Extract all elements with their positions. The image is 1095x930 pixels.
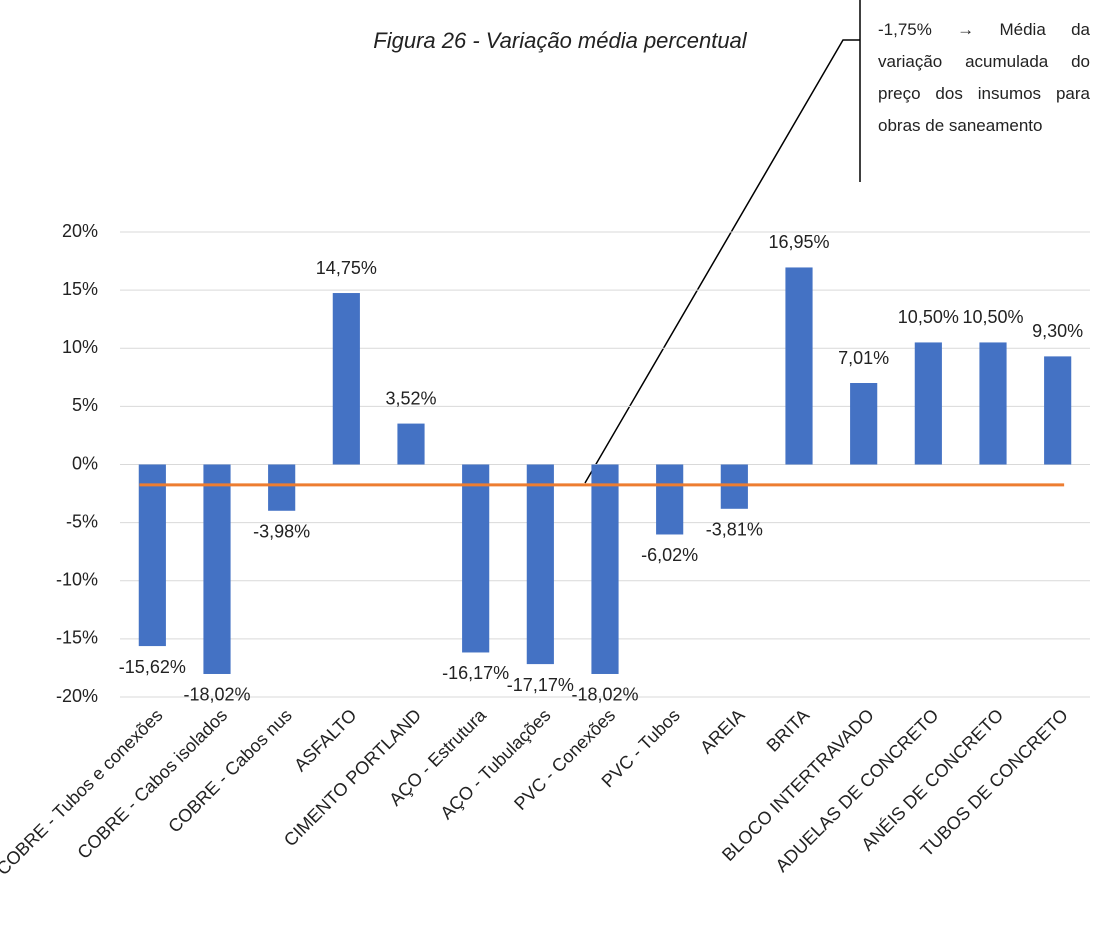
data-label: -18,02% [571, 685, 638, 705]
bar [526, 464, 554, 665]
bar [397, 423, 425, 465]
bar [591, 464, 619, 674]
y-tick-label: -5% [66, 511, 98, 531]
x-tick-label: BRITA [763, 705, 814, 756]
data-label: -16,17% [442, 663, 509, 683]
annotation: -1,75% → Média da variação acumulada do … [878, 20, 1090, 135]
y-tick-label: -10% [56, 570, 98, 590]
annotation-leader [584, 39, 860, 484]
bar [138, 464, 166, 647]
bar [979, 342, 1007, 465]
y-tick-label: 10% [62, 337, 98, 357]
bar [850, 383, 878, 465]
data-label: 10,50% [898, 307, 959, 327]
x-tick-label: AÇO - Tubulações [436, 705, 554, 823]
bar [268, 464, 296, 511]
bar [914, 342, 942, 465]
y-tick-label: 15% [62, 279, 98, 299]
annotation-box: -1,75% → Média da variação acumulada do … [878, 20, 1090, 135]
data-label: 9,30% [1032, 321, 1083, 341]
data-label: 14,75% [316, 258, 377, 278]
data-label: -17,17% [507, 675, 574, 695]
data-label: 16,95% [768, 232, 829, 252]
bar [1044, 356, 1072, 465]
data-label: -15,62% [119, 657, 186, 677]
x-tick-label: COBRE - Cabos nus [164, 705, 296, 837]
y-tick-label: -20% [56, 686, 98, 706]
data-label: -6,02% [641, 545, 698, 565]
bar [203, 464, 231, 674]
data-label: -3,98% [253, 522, 310, 542]
bar [462, 464, 490, 653]
bar [720, 464, 748, 509]
chart-title: Figura 26 - Variação média percentual [373, 28, 748, 53]
data-label: -18,02% [183, 685, 250, 705]
y-tick-label: 0% [72, 453, 98, 473]
bar [656, 464, 684, 535]
data-label: 3,52% [385, 388, 436, 408]
bar [332, 293, 360, 465]
x-tick-label: AREIA [696, 705, 748, 757]
data-label: 7,01% [838, 348, 889, 368]
y-tick-label: -15% [56, 628, 98, 648]
y-tick-label: 20% [62, 221, 98, 241]
bar [785, 267, 813, 465]
data-label: -3,81% [706, 520, 763, 540]
data-label: 10,50% [962, 307, 1023, 327]
y-tick-label: 5% [72, 395, 98, 415]
